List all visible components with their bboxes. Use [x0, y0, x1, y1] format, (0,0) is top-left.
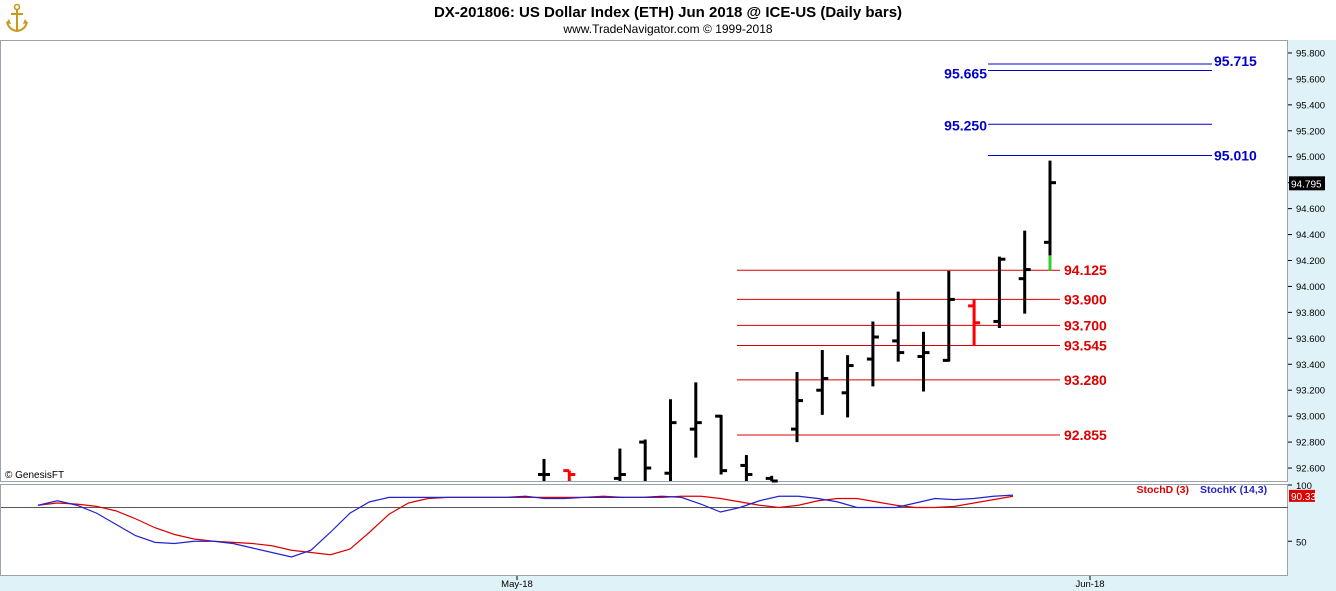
chart-subtitle: www.TradeNavigator.com © 1999-2018	[562, 22, 772, 36]
price-level-label: 95.010	[1214, 147, 1257, 163]
price-level-label: 93.280	[1064, 372, 1107, 388]
ohlc-bar	[993, 256, 1006, 328]
ohlc-bar	[639, 439, 652, 481]
indicator-panel-frame	[0, 484, 1288, 576]
price-tick-label: 94.200	[1296, 256, 1325, 267]
stoch-series-line	[37, 495, 1014, 556]
ohlc-bar	[917, 331, 930, 392]
price-tick-label: 93.800	[1296, 308, 1325, 319]
ohlc-bar	[740, 455, 753, 481]
stochd-legend: StochD (3)	[1137, 484, 1190, 496]
price-level-label: 95.715	[1214, 53, 1257, 69]
price-panel-frame	[0, 40, 1288, 482]
copyright-label: © GenesisFT	[5, 470, 64, 481]
price-tick-label: 94.600	[1296, 204, 1325, 215]
stochk-legend: StochK (14,3)	[1200, 484, 1267, 496]
price-tick-label: 95.600	[1296, 74, 1325, 85]
price-tick-label: 95.200	[1296, 126, 1325, 137]
price-level-label: 92.855	[1064, 427, 1107, 443]
ohlc-bar	[563, 469, 576, 481]
ohlc-bar	[866, 321, 879, 387]
price-level-label: 93.900	[1064, 291, 1107, 307]
ohlc-bar	[538, 458, 550, 481]
stoch-tick-label: 50	[1296, 537, 1307, 548]
stoch-last-label: 90.33	[1291, 492, 1316, 503]
price-tick-label: 95.000	[1296, 152, 1325, 163]
ohlc-bar	[1018, 230, 1031, 314]
anchor-icon	[6, 3, 28, 33]
ohlc-bar	[613, 448, 626, 481]
chart-title: DX-201806: US Dollar Index (ETH) Jun 201…	[434, 4, 902, 21]
price-tick-label: 93.000	[1296, 412, 1325, 423]
price-tick-label: 95.800	[1296, 48, 1325, 59]
ohlc-bar	[791, 372, 803, 443]
ohlc-bar	[1044, 160, 1056, 271]
ohlc-bar	[664, 399, 677, 481]
price-level-label: 93.700	[1064, 317, 1107, 333]
time-tick-label: Jun-18	[1075, 579, 1104, 590]
time-axis-background	[0, 576, 1336, 591]
price-level-label: 95.665	[944, 65, 987, 81]
price-tick-label: 93.600	[1296, 334, 1325, 345]
price-level-label: 95.250	[944, 117, 987, 133]
price-tick-label: 92.600	[1296, 464, 1325, 475]
ohlc-bar	[942, 270, 955, 362]
price-tick-label: 94.400	[1296, 230, 1325, 241]
price-axis-background	[1288, 40, 1336, 576]
ohlc-bar	[689, 382, 702, 458]
price-level-label: 94.125	[1064, 262, 1107, 278]
stoch-series-line	[37, 494, 1014, 558]
ohlc-bar	[841, 355, 854, 418]
price-tick-label: 93.400	[1296, 360, 1325, 371]
ohlc-bar	[892, 291, 905, 362]
price-tick-label: 92.800	[1296, 438, 1325, 449]
price-tick-label: 95.400	[1296, 100, 1325, 111]
ohlc-bar	[968, 299, 981, 347]
price-tick-label: 93.200	[1296, 386, 1325, 397]
ohlc-bar	[765, 475, 778, 483]
ohlc-bar	[816, 349, 829, 415]
price-tick-label: 94.000	[1296, 282, 1325, 293]
stoch-last-badge	[1289, 489, 1315, 502]
last-price-label: 94.795	[1291, 179, 1322, 190]
last-price-badge	[1289, 176, 1325, 191]
ohlc-bar	[715, 414, 728, 475]
time-tick-label: May-18	[501, 579, 533, 590]
stoch-tick-label: 100	[1296, 481, 1312, 492]
price-level-label: 93.545	[1064, 337, 1107, 353]
